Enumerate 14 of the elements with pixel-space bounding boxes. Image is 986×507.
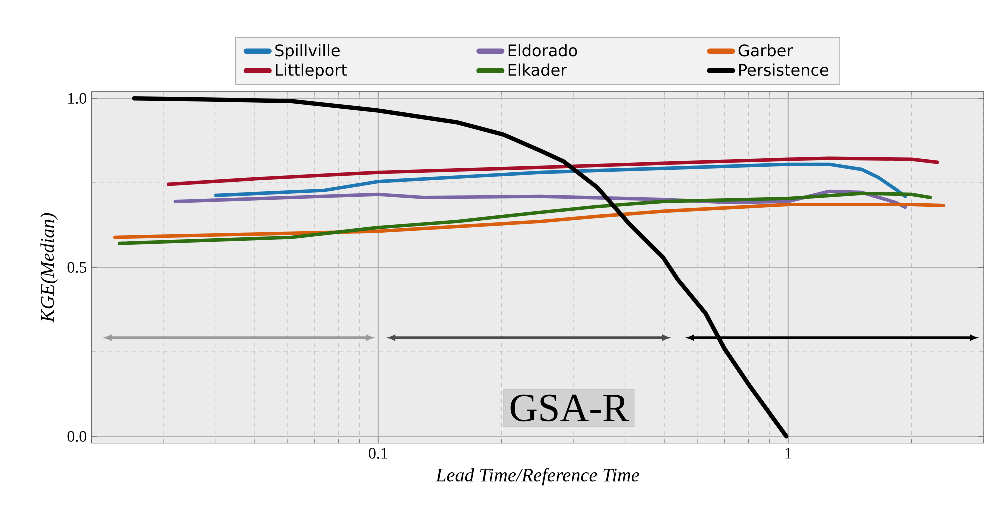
- x-tick-label: 1: [786, 448, 792, 458]
- x-tick-label: 0.1: [369, 448, 388, 459]
- legend-label: Elkader: [508, 64, 568, 76]
- annotation: GSA-R: [510, 394, 630, 422]
- legend-label: Garber: [738, 44, 794, 57]
- y-tick-label: 1.0: [68, 93, 87, 104]
- legend-label: Persistence: [740, 64, 829, 76]
- y-axis-title: KGE(Median): [40, 213, 58, 323]
- legend-label: Littleport: [276, 64, 348, 80]
- legend-label: Spillville: [276, 44, 340, 60]
- x-axis-title: Lead Time/Reference Time: [436, 468, 640, 486]
- y-tick-label: 0.0: [68, 431, 87, 442]
- y-tick-label: 0.5: [68, 262, 87, 273]
- legend-label: Eldorado: [508, 44, 578, 57]
